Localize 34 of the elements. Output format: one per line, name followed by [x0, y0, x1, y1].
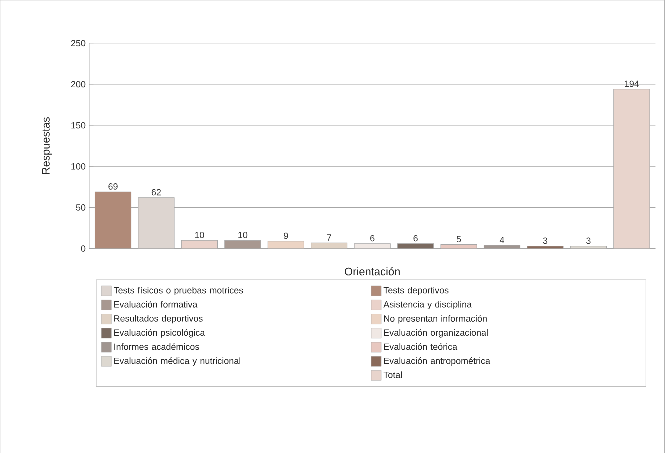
- legend-label: Evaluación psicológica: [114, 330, 206, 338]
- y-tick-label: 100: [72, 164, 86, 170]
- data-label: 7: [327, 234, 332, 242]
- legend-label: Tests deportivos: [384, 287, 449, 296]
- legend-label: Tests físicos o pruebas motrices: [114, 287, 244, 296]
- data-label: 6: [370, 236, 375, 242]
- legend-label: Asistencia y disciplina: [384, 301, 472, 310]
- data-label: 4: [500, 237, 504, 244]
- legend-label: Total: [384, 372, 402, 378]
- data-label: 6: [414, 236, 418, 242]
- legend-label: Evaluación antropométrica: [384, 358, 491, 366]
- data-label: 3: [586, 238, 591, 244]
- y-tick-label: 150: [72, 122, 86, 129]
- legend-label: Evaluación organizacional: [384, 330, 488, 338]
- y-tick-label: 0: [81, 246, 86, 252]
- data-label: 10: [195, 232, 204, 239]
- legend-label: Evaluación médica y nutricional: [114, 358, 241, 366]
- y-axis-title: Respuestas: [42, 118, 52, 174]
- legend-label: Resultados deportivos: [114, 316, 203, 324]
- data-label: 10: [238, 232, 248, 239]
- legend-label: Evaluación formativa: [114, 301, 198, 308]
- y-tick-label: 50: [76, 204, 86, 212]
- y-tick-label: 200: [71, 82, 86, 88]
- data-label: 9: [284, 233, 288, 240]
- legend-label: No presentan información: [384, 315, 487, 324]
- data-label: 62: [152, 190, 162, 196]
- data-label: 3: [543, 238, 548, 244]
- x-axis-title: Orientación: [345, 268, 400, 276]
- data-label: 194: [625, 81, 640, 88]
- y-tick-label: 250: [71, 40, 86, 47]
- legend-label: Informes académicos: [114, 344, 200, 350]
- data-label: 69: [108, 184, 118, 190]
- legend-label: Evaluación teórica: [384, 344, 458, 350]
- data-label: 5: [456, 236, 462, 243]
